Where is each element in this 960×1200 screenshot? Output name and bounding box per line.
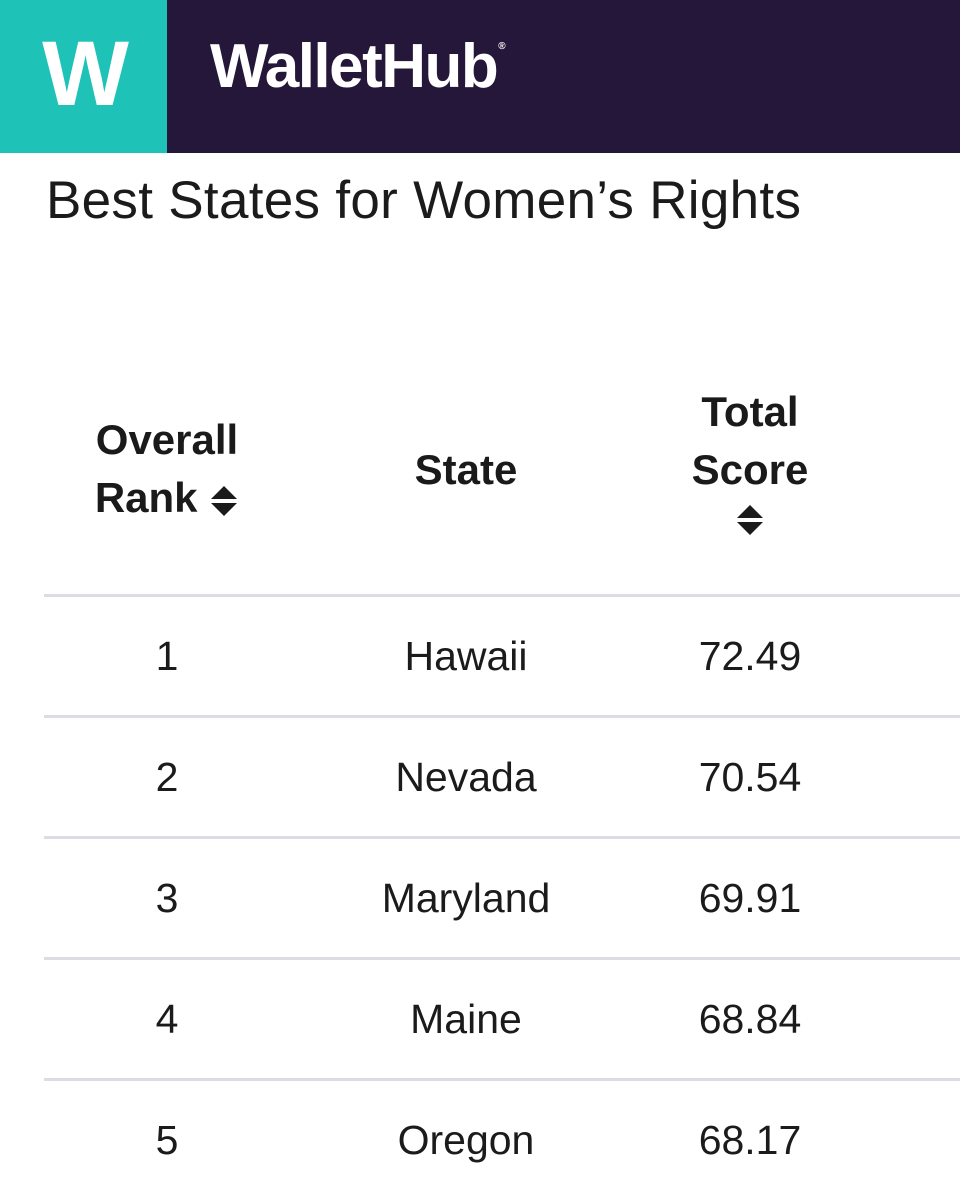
site-header: W WalletHub® (0, 0, 960, 153)
score-cell: 68.84 (698, 996, 802, 1042)
table-row[interactable]: 4 Maine 68.84 (0, 959, 960, 1079)
column-header-total-score[interactable]: Total Score (650, 383, 850, 537)
rank-cell: 2 (155, 754, 179, 800)
page-title: Best States for Women’s Rights (46, 171, 802, 230)
column-header-rank-line1: Overall (95, 416, 239, 463)
column-header-overall-rank[interactable]: Overall Rank (62, 411, 272, 527)
state-cell: Nevada (395, 754, 537, 800)
table-divider (44, 836, 960, 839)
table-divider (44, 1078, 960, 1081)
table-row[interactable]: 2 Nevada 70.54 (0, 717, 960, 837)
registered-mark: ® (498, 41, 506, 52)
rank-cell: 4 (155, 996, 179, 1042)
state-cell: Maryland (381, 875, 551, 921)
rank-cell: 5 (155, 1117, 179, 1163)
table-divider (44, 594, 960, 597)
score-cell: 69.91 (698, 875, 802, 921)
column-header-rank-line2-wrap: Rank (62, 469, 272, 527)
column-header-score-line2: Score (691, 446, 809, 493)
table-row[interactable]: 1 Hawaii 72.49 (0, 596, 960, 716)
state-cell: Maine (410, 996, 522, 1042)
rank-cell: 1 (155, 633, 179, 679)
score-cell: 70.54 (698, 754, 802, 800)
sort-icon[interactable] (735, 503, 765, 537)
table-row[interactable]: 5 Oregon 68.17 (0, 1080, 960, 1200)
score-cell: 72.49 (698, 633, 802, 679)
table-divider (44, 957, 960, 960)
logo-letter: W (42, 22, 129, 125)
wallethub-logo-mark[interactable]: W (0, 0, 167, 153)
state-cell: Hawaii (404, 633, 528, 679)
column-header-score-line1: Total (701, 388, 799, 435)
rank-cell: 3 (155, 875, 179, 921)
brand-name[interactable]: WalletHub® (210, 36, 506, 98)
table-divider (44, 715, 960, 718)
state-cell: Oregon (397, 1117, 535, 1163)
column-header-state: State (414, 446, 518, 493)
column-header-rank-line2: Rank (94, 474, 198, 521)
table-row[interactable]: 3 Maryland 69.91 (0, 838, 960, 958)
score-cell: 68.17 (698, 1117, 802, 1163)
sort-icon[interactable] (209, 484, 239, 518)
brand-text: WalletHub (210, 32, 499, 101)
